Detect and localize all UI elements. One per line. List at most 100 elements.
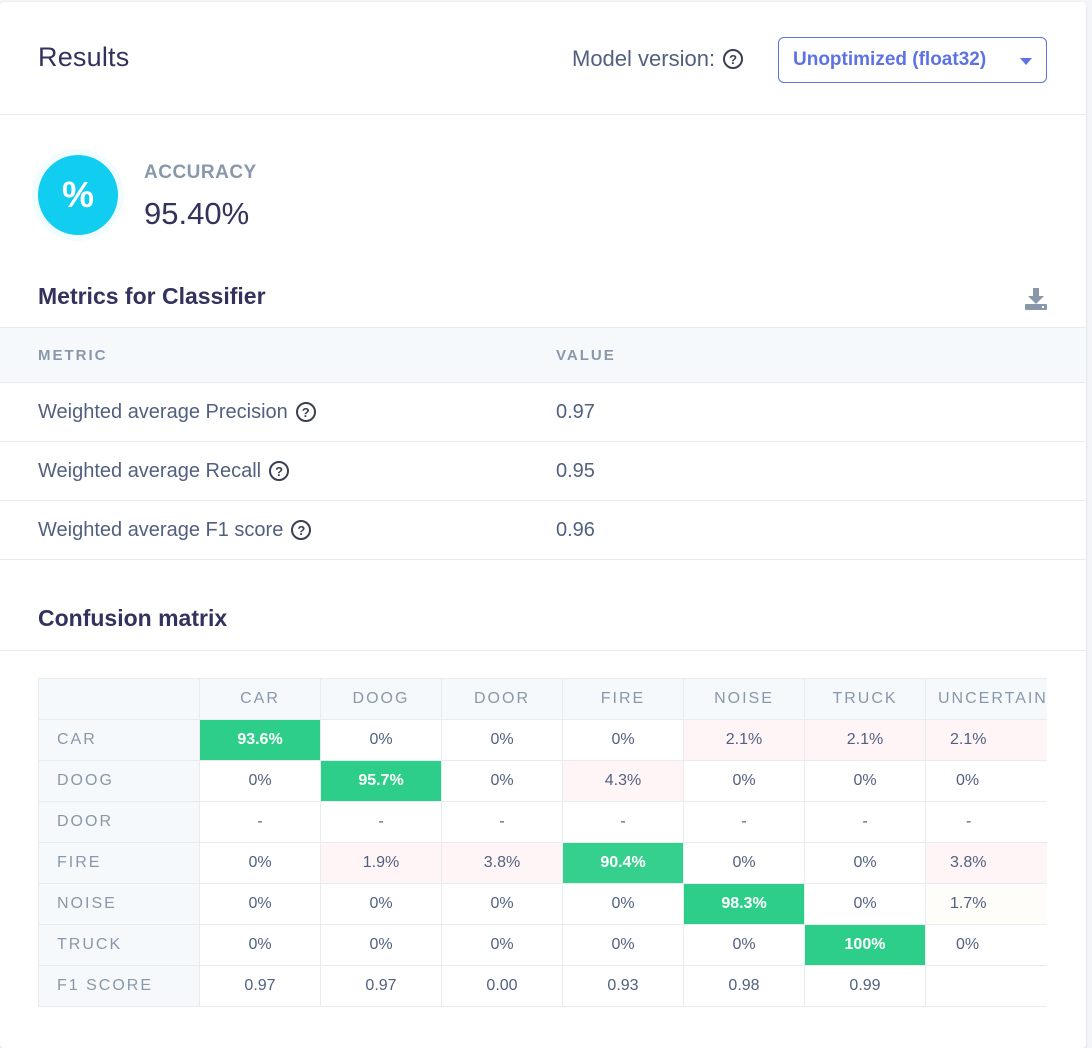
model-version-label: Model version: ? bbox=[572, 46, 744, 72]
matrix-cell: - bbox=[320, 801, 442, 843]
metric-value: 0.95 bbox=[556, 441, 1086, 501]
matrix-cell: - bbox=[683, 801, 805, 843]
matrix-cell: 0% bbox=[804, 883, 926, 925]
metrics-header-row: METRIC VALUE bbox=[0, 327, 1086, 383]
matrix-cell: 0% bbox=[320, 883, 442, 925]
matrix-corner bbox=[38, 678, 200, 720]
matrix-row: TRUCK 0% 0% 0% 0% 0% 100% 0% bbox=[38, 924, 1047, 966]
matrix-column-header: TRUCK bbox=[804, 678, 926, 720]
matrix-column-header: CAR bbox=[199, 678, 321, 720]
table-row: Weighted average Precision ? 0.97 bbox=[0, 382, 1086, 442]
matrix-cell: 0% bbox=[441, 760, 563, 802]
matrix-cell: 0% bbox=[925, 924, 1047, 966]
question-circle-icon[interactable]: ? bbox=[291, 520, 312, 540]
metric-value: 0.97 bbox=[556, 382, 1086, 442]
matrix-cell: - bbox=[804, 801, 926, 843]
matrix-cell: - bbox=[441, 801, 563, 843]
model-version-value: Unoptimized (float32) bbox=[793, 49, 987, 70]
matrix-cell: 0% bbox=[804, 842, 926, 884]
matrix-cell: 0.00 bbox=[441, 965, 563, 1007]
matrix-cell: 0% bbox=[199, 760, 321, 802]
metric-cell: Weighted average Recall ? bbox=[0, 441, 556, 501]
matrix-column-header: DOOR bbox=[441, 678, 563, 720]
matrix-cell: 3.8% bbox=[441, 842, 563, 884]
matrix-row-header: CAR bbox=[38, 719, 200, 761]
matrix-cell: 0.97 bbox=[320, 965, 442, 1007]
matrix-row: CAR 93.6% 0% 0% 0% 2.1% 2.1% 2.1% bbox=[38, 719, 1047, 761]
matrix-cell: 0% bbox=[441, 883, 563, 925]
matrix-row: F1 SCORE 0.97 0.97 0.00 0.93 0.98 0.99 bbox=[38, 965, 1047, 1007]
matrix-cell: 0% bbox=[320, 924, 442, 966]
metric-value: 0.96 bbox=[556, 500, 1086, 560]
matrix-cell: 0% bbox=[441, 719, 563, 761]
matrix-cell: 0% bbox=[562, 883, 684, 925]
metrics-title: Metrics for Classifier bbox=[38, 283, 266, 309]
matrix-row-header: TRUCK bbox=[38, 924, 200, 966]
matrix-cell: 93.6% bbox=[199, 719, 321, 761]
matrix-cell: 0% bbox=[320, 719, 442, 761]
matrix-cell: 0.97 bbox=[199, 965, 321, 1007]
matrix-cell: 0% bbox=[562, 719, 684, 761]
matrix-cell: 4.3% bbox=[562, 760, 684, 802]
model-version-text: Model version: bbox=[572, 46, 716, 71]
matrix-row: DOOG 0% 95.7% 0% 4.3% 0% 0% 0% bbox=[38, 760, 1047, 802]
matrix-cell: 1.9% bbox=[320, 842, 442, 884]
question-circle-icon[interactable]: ? bbox=[723, 49, 744, 69]
matrix-column-header: DOOG bbox=[320, 678, 442, 720]
matrix-row: NOISE 0% 0% 0% 0% 98.3% 0% 1.7% bbox=[38, 883, 1047, 925]
metric-name: Weighted average Precision bbox=[38, 400, 288, 423]
matrix-cell: 95.7% bbox=[320, 760, 442, 802]
download-icon[interactable] bbox=[1023, 286, 1049, 312]
matrix-cell: 3.8% bbox=[925, 842, 1047, 884]
metric-cell: Weighted average F1 score ? bbox=[0, 500, 556, 560]
matrix-row-header: F1 SCORE bbox=[38, 965, 200, 1007]
matrix-row-header: DOOG bbox=[38, 760, 200, 802]
matrix-row-header: NOISE bbox=[38, 883, 200, 925]
matrix-row: DOOR - - - - - - - bbox=[38, 801, 1047, 843]
matrix-column-header: NOISE bbox=[683, 678, 805, 720]
matrix-cell: 98.3% bbox=[683, 883, 805, 925]
matrix-cell: 0% bbox=[441, 924, 563, 966]
value-column-header: VALUE bbox=[556, 327, 1086, 383]
accuracy-label: ACCURACY bbox=[144, 162, 257, 183]
matrix-cell: 100% bbox=[804, 924, 926, 966]
metric-column-header: METRIC bbox=[0, 327, 556, 383]
matrix-cell: - bbox=[199, 801, 321, 843]
matrix-cell: - bbox=[925, 801, 1047, 843]
matrix-cell: 0% bbox=[925, 760, 1047, 802]
confusion-matrix-title: Confusion matrix bbox=[38, 605, 228, 631]
question-circle-icon[interactable]: ? bbox=[269, 461, 290, 481]
matrix-cell: 2.1% bbox=[925, 719, 1047, 761]
caret-down-icon bbox=[1020, 58, 1032, 65]
matrix-cell: 0% bbox=[683, 760, 805, 802]
accuracy-value: 95.40% bbox=[144, 196, 250, 231]
matrix-row-header: FIRE bbox=[38, 842, 200, 884]
matrix-cell: 0% bbox=[199, 924, 321, 966]
matrix-row: FIRE 0% 1.9% 3.8% 90.4% 0% 0% 3.8% bbox=[38, 842, 1047, 884]
table-row: Weighted average Recall ? 0.95 bbox=[0, 441, 1086, 501]
matrix-cell: 0.99 bbox=[804, 965, 926, 1007]
table-row: Weighted average F1 score ? 0.96 bbox=[0, 500, 1086, 560]
confusion-matrix-table: CAR DOOG DOOR FIRE NOISE TRUCK UNCERTAIN… bbox=[38, 678, 1047, 1007]
matrix-cell: 0% bbox=[804, 760, 926, 802]
percent-icon: % bbox=[38, 155, 118, 235]
results-header: Results Model version: ? Unoptimized (fl… bbox=[0, 2, 1086, 115]
matrix-cell: 2.1% bbox=[683, 719, 805, 761]
confusion-matrix-container[interactable]: CAR DOOG DOOR FIRE NOISE TRUCK UNCERTAIN… bbox=[38, 678, 1047, 1010]
divider bbox=[0, 650, 1086, 651]
matrix-row-header: DOOR bbox=[38, 801, 200, 843]
metrics-table: METRIC VALUE Weighted average Precision … bbox=[0, 327, 1086, 560]
question-circle-icon[interactable]: ? bbox=[295, 402, 316, 422]
page-title: Results bbox=[38, 42, 130, 72]
matrix-cell: 0% bbox=[199, 842, 321, 884]
matrix-cell: 0% bbox=[683, 842, 805, 884]
model-version-select[interactable]: Unoptimized (float32) bbox=[778, 37, 1047, 83]
matrix-cell: 0% bbox=[562, 924, 684, 966]
matrix-header-row: CAR DOOG DOOR FIRE NOISE TRUCK UNCERTAIN bbox=[38, 678, 1047, 720]
metric-cell: Weighted average Precision ? bbox=[0, 382, 556, 442]
metric-name: Weighted average Recall bbox=[38, 459, 262, 482]
matrix-cell: 0% bbox=[683, 924, 805, 966]
matrix-column-header: FIRE bbox=[562, 678, 684, 720]
matrix-cell: 0% bbox=[199, 883, 321, 925]
